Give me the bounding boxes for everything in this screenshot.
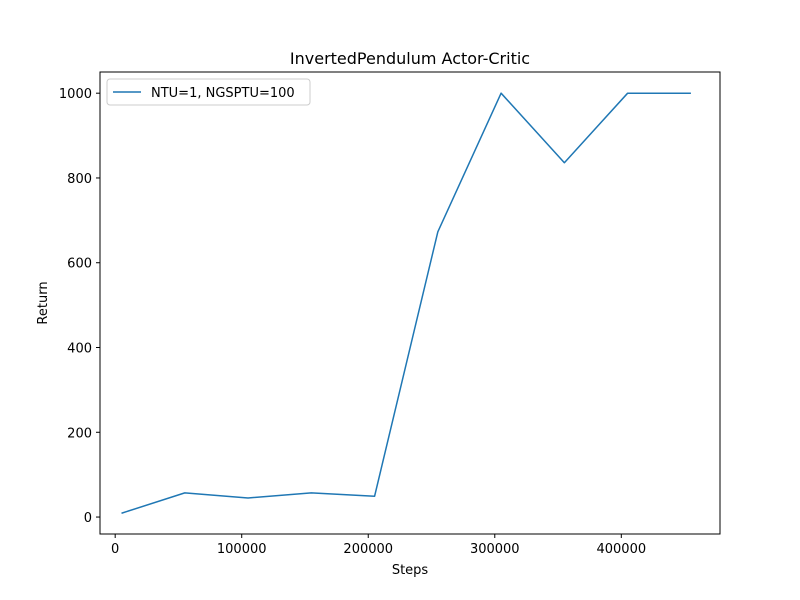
x-tick-label: 200000 xyxy=(343,542,393,557)
x-axis-label: Steps xyxy=(392,563,429,578)
axes-frame xyxy=(99,71,721,535)
x-tick-label: 300000 xyxy=(470,542,520,557)
legend: NTU=1, NGSPTU=100 xyxy=(106,78,311,106)
y-axis: 0 200 400 600 800 1000 xyxy=(59,87,100,526)
y-tick-label: 0 xyxy=(84,511,92,526)
series-line-0 xyxy=(121,92,691,514)
y-tick-label: 200 xyxy=(67,426,92,441)
x-axis: 0 100000 200000 300000 400000 xyxy=(111,534,646,557)
x-tick-label: 0 xyxy=(111,542,119,557)
y-tick-label: 600 xyxy=(67,257,92,272)
chart-title: InvertedPendulum Actor-Critic xyxy=(290,49,530,68)
plot-area xyxy=(121,92,691,514)
y-tick-label: 1000 xyxy=(59,87,92,102)
y-tick-label: 400 xyxy=(67,342,92,357)
legend-entry-label: NTU=1, NGSPTU=100 xyxy=(151,86,295,101)
legend-box xyxy=(106,78,311,106)
y-tick-label: 800 xyxy=(67,172,92,187)
x-tick-label: 400000 xyxy=(596,542,646,557)
x-tick-label: 100000 xyxy=(217,542,267,557)
y-axis-label: Return xyxy=(36,281,51,324)
